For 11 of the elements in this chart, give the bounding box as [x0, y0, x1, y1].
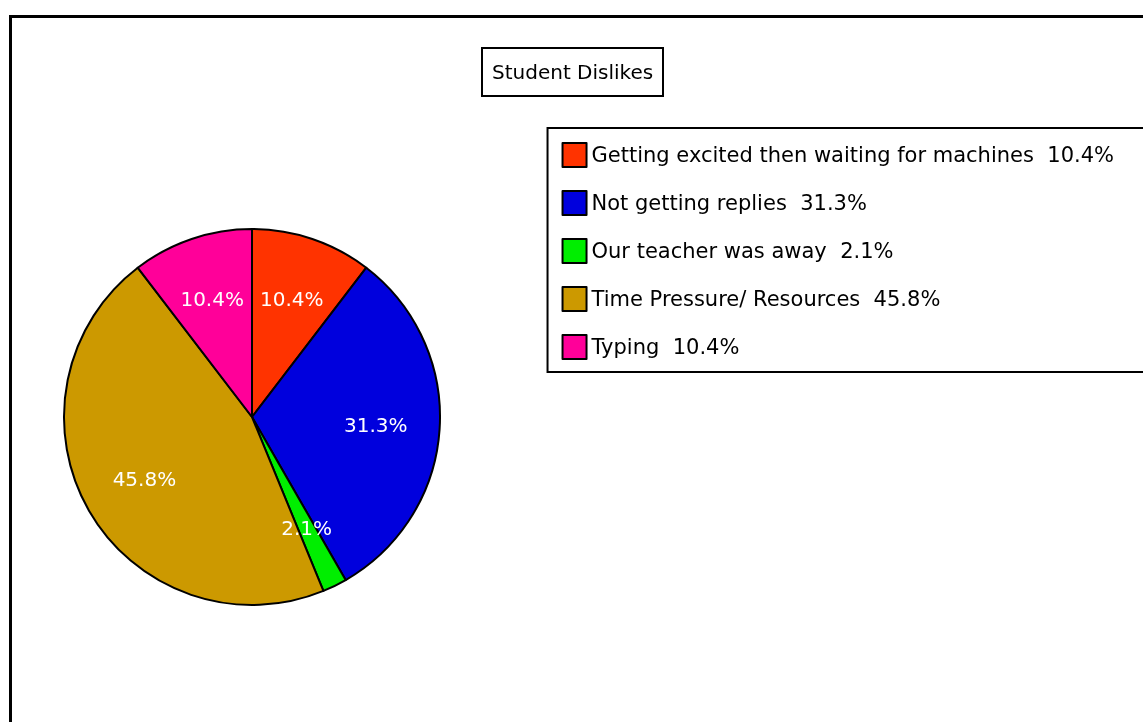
legend-label: Getting excited then waiting for machines 10.4%	[591, 143, 1114, 167]
data-label: 10.4%	[260, 287, 324, 312]
data-label: 10.4%	[180, 287, 244, 312]
chart-title: Student Dislikes	[492, 60, 654, 84]
legend-label: Time Pressure/ Resources 45.8%	[590, 287, 941, 311]
legend-label: Our teacher was away 2.1%	[591, 239, 894, 263]
data-label: 45.8%	[112, 466, 177, 491]
data-label: 2.1%	[281, 516, 332, 541]
legend-label: Not getting replies 31.3%	[591, 191, 867, 215]
legend-label: Typing 10.4%	[590, 335, 740, 359]
data-label: 31.3%	[344, 413, 408, 438]
